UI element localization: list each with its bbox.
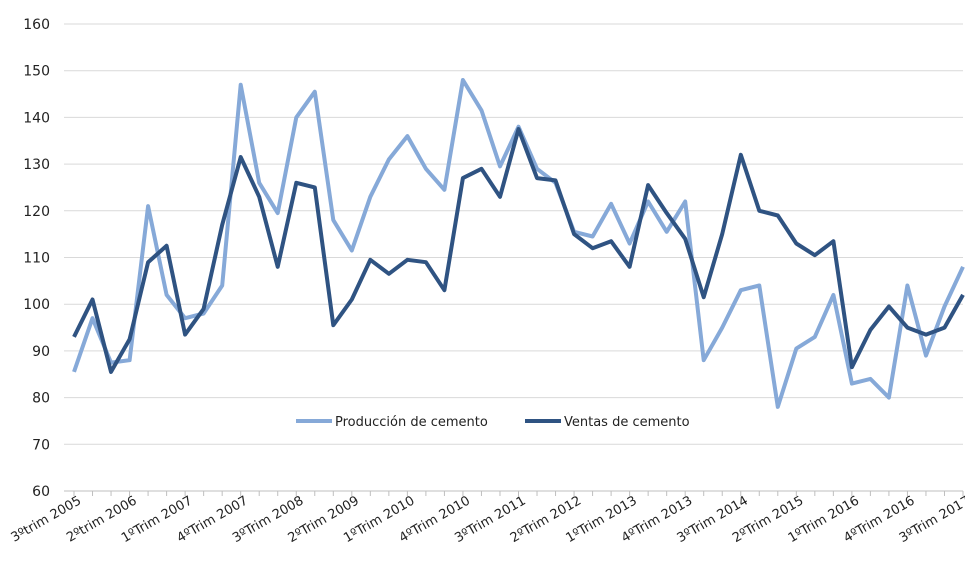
gridlines — [64, 23, 963, 445]
y-tick-label: 110 — [23, 251, 50, 267]
series-line-1 — [72, 78, 965, 409]
y-tick-label: 140 — [23, 110, 50, 126]
legend-label-1: Producción de cemento — [335, 415, 488, 430]
y-tick-label: 60 — [32, 484, 50, 500]
legend-label-2: Ventas de cemento — [564, 415, 690, 430]
y-tick-label: 100 — [23, 297, 50, 313]
y-tick-label: 80 — [32, 391, 50, 407]
y-tick-label: 90 — [32, 344, 50, 360]
y-tick-label: 120 — [23, 204, 50, 220]
y-tick-label: 70 — [32, 437, 50, 453]
y-tick-label: 130 — [23, 157, 50, 173]
y-tick-label: 150 — [23, 64, 50, 80]
series-layer — [72, 78, 965, 409]
series-line-2 — [72, 127, 965, 374]
y-axis-ticks: 60 70 80 90 100 110 120 130 140 150 160 — [23, 17, 50, 500]
y-tick-label: 160 — [23, 17, 50, 33]
legend: Producción de cemento Ventas de cemento — [296, 415, 690, 430]
